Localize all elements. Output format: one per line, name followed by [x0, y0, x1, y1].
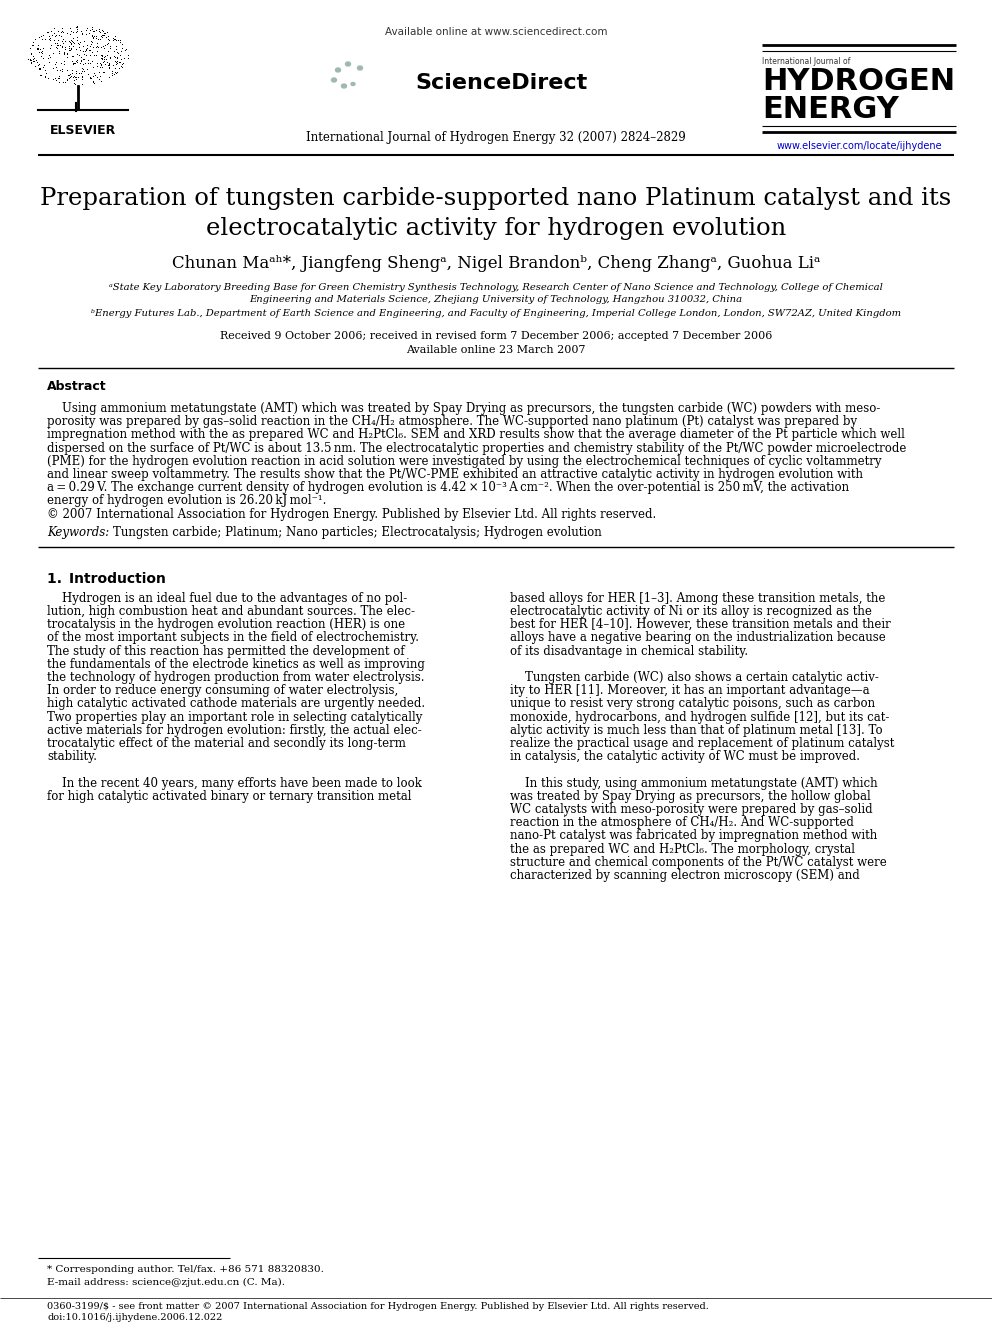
Text: unique to resist very strong catalytic poisons, such as carbon: unique to resist very strong catalytic p… — [510, 697, 875, 710]
Text: Preparation of tungsten carbide-supported nano Platinum catalyst and its: Preparation of tungsten carbide-supporte… — [41, 187, 951, 209]
Text: Tungsten carbide; Platinum; Nano particles; Electrocatalysis; Hydrogen evolution: Tungsten carbide; Platinum; Nano particl… — [113, 525, 602, 538]
Text: Hydrogen is an ideal fuel due to the advantages of no pol-: Hydrogen is an ideal fuel due to the adv… — [47, 591, 408, 605]
Text: energy of hydrogen evolution is 26.20 kJ mol⁻¹.: energy of hydrogen evolution is 26.20 kJ… — [47, 495, 326, 508]
Text: E-mail address: science@zjut.edu.cn (C. Ma).: E-mail address: science@zjut.edu.cn (C. … — [47, 1278, 285, 1287]
Ellipse shape — [341, 83, 346, 89]
Text: dispersed on the surface of Pt/WC is about 13.5 nm. The electrocatalytic propert: dispersed on the surface of Pt/WC is abo… — [47, 442, 907, 455]
Ellipse shape — [357, 66, 362, 70]
Text: the technology of hydrogen production from water electrolysis.: the technology of hydrogen production fr… — [47, 671, 425, 684]
Text: electrocatalytic activity for hydrogen evolution: electrocatalytic activity for hydrogen e… — [206, 217, 786, 239]
Text: Available online 23 March 2007: Available online 23 March 2007 — [407, 345, 585, 355]
Text: trocatalytic effect of the material and secondly its long-term: trocatalytic effect of the material and … — [47, 737, 406, 750]
Text: (PME) for the hydrogen evolution reaction in acid solution were investigated by : (PME) for the hydrogen evolution reactio… — [47, 455, 882, 468]
Text: Available online at www.sciencedirect.com: Available online at www.sciencedirect.co… — [385, 26, 607, 37]
Text: ScienceDirect: ScienceDirect — [415, 73, 587, 93]
Text: www.elsevier.com/locate/ijhydene: www.elsevier.com/locate/ijhydene — [776, 142, 941, 151]
Text: 1. Introduction: 1. Introduction — [47, 572, 166, 586]
Text: the fundamentals of the electrode kinetics as well as improving: the fundamentals of the electrode kineti… — [47, 658, 425, 671]
Text: the as prepared WC and H₂PtCl₆. The morphology, crystal: the as prepared WC and H₂PtCl₆. The morp… — [510, 843, 855, 856]
Text: In order to reduce energy consuming of water electrolysis,: In order to reduce energy consuming of w… — [47, 684, 398, 697]
Text: impregnation method with the as prepared WC and H₂PtCl₆. SEM and XRD results sho: impregnation method with the as prepared… — [47, 429, 905, 442]
Text: for high catalytic activated binary or ternary transition metal: for high catalytic activated binary or t… — [47, 790, 412, 803]
Text: alloys have a negative bearing on the industrialization because: alloys have a negative bearing on the in… — [510, 631, 886, 644]
Text: Using ammonium metatungstate (AMT) which was treated by Spay Drying as precursor: Using ammonium metatungstate (AMT) which… — [47, 402, 880, 415]
Text: Received 9 October 2006; received in revised form 7 December 2006; accepted 7 De: Received 9 October 2006; received in rev… — [220, 331, 772, 341]
Text: was treated by Spay Drying as precursors, the hollow global: was treated by Spay Drying as precursors… — [510, 790, 871, 803]
Text: high catalytic activated cathode materials are urgently needed.: high catalytic activated cathode materia… — [47, 697, 426, 710]
Text: Tungsten carbide (WC) also shows a certain catalytic activ-: Tungsten carbide (WC) also shows a certa… — [510, 671, 879, 684]
Text: The study of this reaction has permitted the development of: The study of this reaction has permitted… — [47, 644, 405, 658]
Text: stability.: stability. — [47, 750, 97, 763]
Ellipse shape — [331, 78, 336, 82]
Text: reaction in the atmosphere of CH₄/H₂. And WC-supported: reaction in the atmosphere of CH₄/H₂. An… — [510, 816, 854, 830]
Text: Engineering and Materials Science, Zhejiang University of Technology, Hangzhou 3: Engineering and Materials Science, Zheji… — [249, 295, 743, 304]
Ellipse shape — [345, 62, 350, 66]
Text: In this study, using ammonium metatungstate (AMT) which: In this study, using ammonium metatungst… — [510, 777, 878, 790]
Text: alytic activity is much less than that of platinum metal [13]. To: alytic activity is much less than that o… — [510, 724, 883, 737]
Text: International Journal of Hydrogen Energy 32 (2007) 2824–2829: International Journal of Hydrogen Energy… — [307, 131, 685, 143]
Text: porosity was prepared by gas–solid reaction in the CH₄/H₂ atmosphere. The WC-sup: porosity was prepared by gas–solid react… — [47, 415, 857, 429]
Text: electrocatalytic activity of Ni or its alloy is recognized as the: electrocatalytic activity of Ni or its a… — [510, 605, 872, 618]
Ellipse shape — [335, 67, 340, 71]
Text: lution, high combustion heat and abundant sources. The elec-: lution, high combustion heat and abundan… — [47, 605, 415, 618]
Text: International Journal of: International Journal of — [762, 57, 850, 66]
Text: based alloys for HER [1–3]. Among these transition metals, the: based alloys for HER [1–3]. Among these … — [510, 591, 886, 605]
Ellipse shape — [351, 82, 355, 86]
Text: ity to HER [11]. Moreover, it has an important advantage—a: ity to HER [11]. Moreover, it has an imp… — [510, 684, 870, 697]
Text: realize the practical usage and replacement of platinum catalyst: realize the practical usage and replacem… — [510, 737, 895, 750]
Text: of its disadvantage in chemical stability.: of its disadvantage in chemical stabilit… — [510, 644, 748, 658]
Text: HYDROGEN: HYDROGEN — [762, 67, 955, 97]
Text: ᵇEnergy Futures Lab., Department of Earth Science and Engineering, and Faculty o: ᵇEnergy Futures Lab., Department of Eart… — [91, 308, 901, 318]
Text: best for HER [4–10]. However, these transition metals and their: best for HER [4–10]. However, these tran… — [510, 618, 891, 631]
Text: characterized by scanning electron microscopy (SEM) and: characterized by scanning electron micro… — [510, 869, 860, 882]
Text: Abstract: Abstract — [47, 380, 106, 393]
Text: ENERGY: ENERGY — [762, 95, 899, 124]
Text: of the most important subjects in the field of electrochemistry.: of the most important subjects in the fi… — [47, 631, 419, 644]
Text: In the recent 40 years, many efforts have been made to look: In the recent 40 years, many efforts hav… — [47, 777, 422, 790]
Text: Chunan Maᵃʰ*, Jiangfeng Shengᵃ, Nigel Brandonᵇ, Cheng Zhangᵃ, Guohua Liᵃ: Chunan Maᵃʰ*, Jiangfeng Shengᵃ, Nigel Br… — [172, 255, 820, 273]
Text: ᵃState Key Laboratory Breeding Base for Green Chemistry Synthesis Technology, Re: ᵃState Key Laboratory Breeding Base for … — [109, 283, 883, 292]
Text: structure and chemical components of the Pt/WC catalyst were: structure and chemical components of the… — [510, 856, 887, 869]
Text: a = 0.29 V. The exchange current density of hydrogen evolution is 4.42 × 10⁻³ A : a = 0.29 V. The exchange current density… — [47, 482, 849, 495]
Text: doi:10.1016/j.ijhydene.2006.12.022: doi:10.1016/j.ijhydene.2006.12.022 — [47, 1312, 222, 1322]
Text: and linear sweep voltammetry. The results show that the Pt/WC-PME exhibited an a: and linear sweep voltammetry. The result… — [47, 468, 863, 482]
Text: Two properties play an important role in selecting catalytically: Two properties play an important role in… — [47, 710, 423, 724]
Text: ELSEVIER: ELSEVIER — [50, 123, 116, 136]
Text: in catalysis, the catalytic activity of WC must be improved.: in catalysis, the catalytic activity of … — [510, 750, 860, 763]
Text: 0360-3199/$ - see front matter © 2007 International Association for Hydrogen Ene: 0360-3199/$ - see front matter © 2007 In… — [47, 1302, 709, 1311]
Text: monoxide, hydrocarbons, and hydrogen sulfide [12], but its cat-: monoxide, hydrocarbons, and hydrogen sul… — [510, 710, 890, 724]
Text: nano-Pt catalyst was fabricated by impregnation method with: nano-Pt catalyst was fabricated by impre… — [510, 830, 877, 843]
Text: active materials for hydrogen evolution: firstly, the actual elec-: active materials for hydrogen evolution:… — [47, 724, 422, 737]
Text: © 2007 International Association for Hydrogen Energy. Published by Elsevier Ltd.: © 2007 International Association for Hyd… — [47, 508, 657, 520]
Text: WC catalysts with meso-porosity were prepared by gas–solid: WC catalysts with meso-porosity were pre… — [510, 803, 873, 816]
Text: * Corresponding author. Tel/fax. +86 571 88320830.: * Corresponding author. Tel/fax. +86 571… — [47, 1265, 323, 1274]
Text: trocatalysis in the hydrogen evolution reaction (HER) is one: trocatalysis in the hydrogen evolution r… — [47, 618, 405, 631]
Text: Keywords:: Keywords: — [47, 525, 109, 538]
